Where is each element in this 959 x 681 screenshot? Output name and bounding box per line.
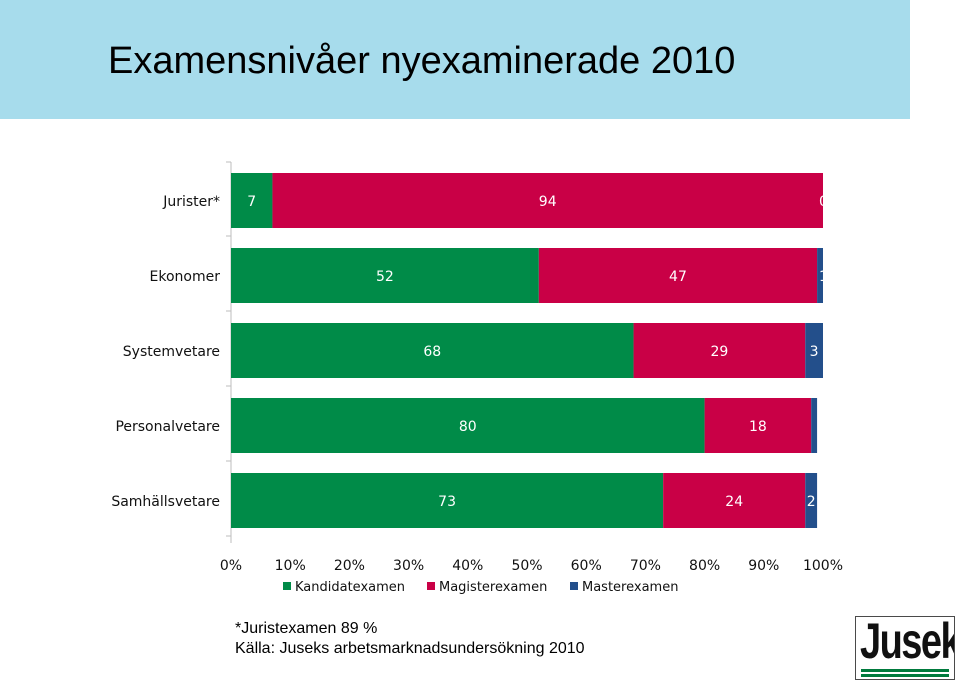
magisterexamen-bar-segment — [663, 473, 806, 528]
x-axis-tick-label: 20% — [334, 558, 365, 574]
kandidatexamen-bar-segment — [231, 248, 539, 303]
category-label: Samhällsvetare — [111, 494, 220, 510]
data-label: 80 — [459, 419, 477, 435]
magisterexamen-bar-segment — [633, 323, 806, 378]
magisterexamen-bar-segment — [538, 248, 818, 303]
data-label: 24 — [725, 494, 743, 510]
x-axis-tick-label: 90% — [748, 558, 779, 574]
x-axis-tick-label: 70% — [630, 558, 661, 574]
x-axis-tick-label: 60% — [571, 558, 602, 574]
logo-wordmark: Jusek — [860, 616, 955, 669]
category-label: Personalvetare — [115, 419, 220, 435]
kandidatexamen-bar-segment — [231, 173, 273, 228]
legend-label: Kandidatexamen — [295, 580, 405, 595]
x-axis-tick-label: 30% — [393, 558, 424, 574]
x-axis-tick-label: 40% — [452, 558, 483, 574]
data-label: 73 — [438, 494, 456, 510]
data-label: 1 — [819, 419, 828, 435]
magisterexamen-bar-segment — [272, 173, 823, 228]
logo-stripe — [861, 674, 949, 677]
x-axis-tick-label: 80% — [689, 558, 720, 574]
legend-color-swatch — [283, 582, 291, 590]
data-label: 94 — [539, 194, 557, 210]
masterexamen-bar-segment — [805, 323, 823, 378]
legend-color-swatch — [570, 582, 578, 590]
kandidatexamen-bar-segment — [231, 398, 705, 453]
magisterexamen-bar-segment — [704, 398, 812, 453]
legend-label: Magisterexamen — [439, 580, 547, 595]
data-label: 68 — [423, 344, 441, 360]
logo-stripe — [861, 669, 949, 672]
data-label: 3 — [810, 344, 819, 360]
legend-label: Masterexamen — [582, 580, 678, 595]
legend-color-swatch — [427, 582, 435, 590]
data-label: 52 — [376, 269, 394, 285]
title-band — [0, 0, 910, 119]
data-label: 29 — [710, 344, 728, 360]
data-label: 1 — [819, 269, 828, 285]
data-label: 2 — [807, 494, 816, 510]
x-axis-tick-label: 100% — [803, 558, 843, 574]
source-note: Källa: Juseks arbetsmarknadsundersökning… — [235, 640, 585, 657]
page-title: Examensnivåer nyexaminerade 2010 — [108, 40, 736, 82]
jusek-logo: Jusek — [855, 616, 955, 680]
data-label: 47 — [669, 269, 687, 285]
data-label: 18 — [749, 419, 767, 435]
x-axis-tick-label: 0% — [220, 558, 242, 574]
kandidatexamen-bar-segment — [231, 473, 664, 528]
category-label: Ekonomer — [150, 269, 221, 285]
masterexamen-bar-segment — [805, 473, 818, 528]
kandidatexamen-bar-segment — [231, 323, 634, 378]
masterexamen-bar-segment — [811, 398, 818, 453]
chart-root: Jurister* 7 94 0 Ekonomer 52 47 1 Systemvetare 68… — [111, 161, 843, 595]
masterexamen-bar-segment — [817, 248, 823, 303]
data-label: 7 — [247, 194, 256, 210]
x-axis-tick-label: 50% — [511, 558, 542, 574]
x-axis-tick-label: 10% — [275, 558, 306, 574]
footnote: *Juristexamen 89 % — [235, 620, 378, 637]
category-label: Jurister* — [162, 194, 220, 210]
category-label: Systemvetare — [123, 344, 220, 360]
data-label: 0 — [819, 194, 828, 210]
